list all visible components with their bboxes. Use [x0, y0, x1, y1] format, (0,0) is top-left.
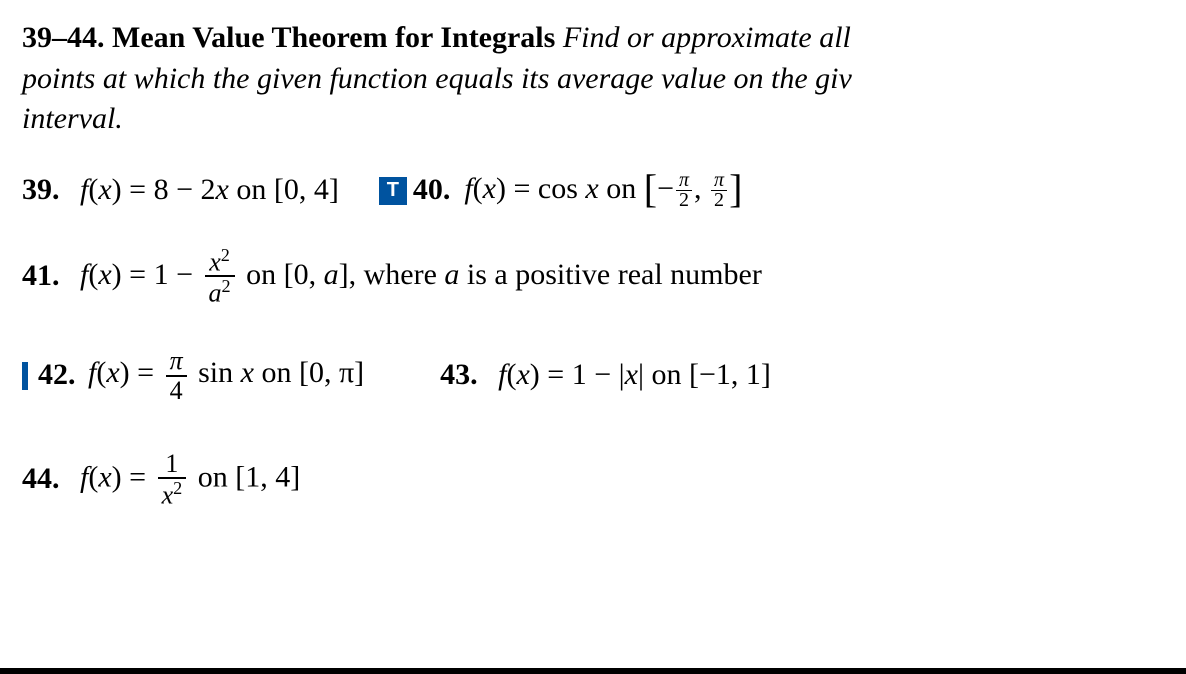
section-title: Mean Value Theorem for Integrals	[112, 21, 555, 54]
textbook-excerpt: 39–44. Mean Value Theorem for Integrals …	[0, 0, 1186, 509]
problem-number-39: 39.	[22, 170, 80, 211]
problem-number-44: 44.	[22, 459, 80, 500]
problem-42-expr: f(x) = π4 sin x on [0, π]	[88, 347, 364, 404]
problem-range: 39–44.	[22, 21, 105, 54]
problem-40-expr: f(x) = cos x on [−π2, π2]	[464, 164, 742, 218]
problem-39-expr: f(x) = 8 − 2x on [0, 4]	[80, 170, 339, 211]
instruction-line3: interval.	[22, 102, 123, 135]
bottom-rule	[0, 668, 1186, 674]
problem-43-expr: f(x) = 1 − |x| on [−1, 1]	[498, 355, 771, 396]
problem-row-39-40: 39. f(x) = 8 − 2x on [0, 4] T 40. f(x) =…	[22, 164, 1186, 218]
instruction-line2: points at which the given function equal…	[22, 62, 852, 95]
problem-44-expr: f(x) = 1x2 on [1, 4]	[80, 450, 300, 509]
instruction-line1: Find or approximate all	[563, 21, 851, 54]
problem-row-44: 44. f(x) = 1x2 on [1, 4]	[22, 450, 1186, 509]
tech-icon: T	[379, 177, 407, 205]
tech-bar-icon	[22, 362, 28, 390]
problem-number-43: 43.	[440, 355, 498, 396]
problem-row-42-43: 42. f(x) = π4 sin x on [0, π] 43. f(x) =…	[22, 347, 1186, 404]
problem-row-41: 41. f(x) = 1 − x2a2 on [0, a], where a i…	[22, 246, 1186, 308]
section-heading: 39–44. Mean Value Theorem for Integrals …	[22, 18, 1186, 140]
problem-number-42: 42.	[38, 355, 88, 396]
problem-number-41: 41.	[22, 256, 80, 297]
problem-number-40: 40.	[413, 170, 451, 211]
problem-41-expr: f(x) = 1 − x2a2 on [0, a], where a is a …	[80, 246, 762, 308]
